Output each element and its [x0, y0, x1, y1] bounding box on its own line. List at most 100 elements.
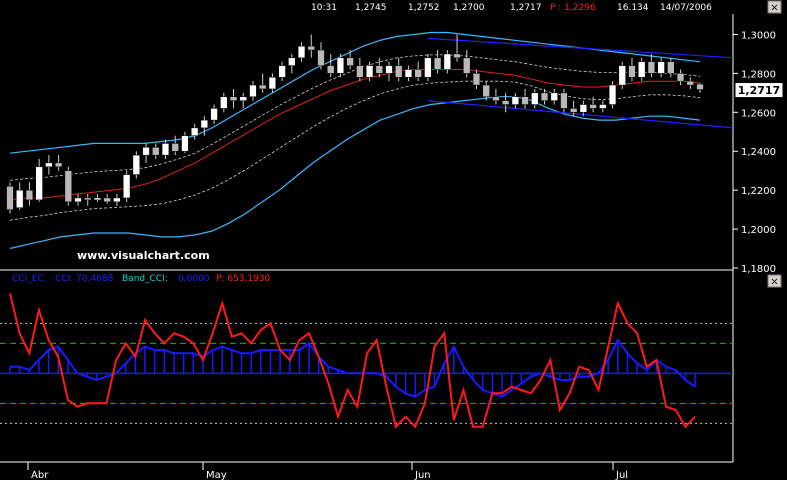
candle-up [132, 154, 140, 175]
candle-down [356, 65, 364, 78]
candle-up [336, 57, 345, 74]
cci-outline [10, 338, 696, 398]
header-close: 1,2717 [510, 3, 542, 13]
legend-band-cci: Band_CCI: [122, 274, 168, 284]
candle-down [103, 197, 111, 203]
price-y-axis: 1,3000 1,2800 1,2600 1,2400 1,2200 1,2000 1,18… [733, 30, 776, 275]
candle-down [152, 147, 160, 156]
candle-up [297, 45, 306, 59]
candle-up [249, 84, 257, 97]
band-cci-path [9, 293, 696, 429]
indicator-pane-close-button[interactable]: × [767, 274, 782, 288]
watermark: www.visualchart.com [77, 249, 210, 262]
candle-down [317, 49, 325, 66]
candle-up [113, 197, 121, 203]
candle-up [74, 197, 82, 203]
header-date: 14/07/2006 [660, 3, 712, 13]
candle-up [181, 135, 189, 152]
candle-down [64, 170, 72, 203]
price-tick-label: 1,2800 [741, 69, 776, 80]
candle-up [638, 61, 646, 78]
candle-down [492, 96, 500, 101]
time-tick-label: May [206, 470, 227, 480]
trend-channel-upper [427, 37, 734, 59]
candle-up [210, 108, 218, 121]
candle-down [667, 61, 675, 74]
time-tick-label: Abr [31, 470, 49, 480]
legend-band-value: 0,0000 [178, 274, 210, 284]
price-indicators [9, 31, 734, 250]
candle-down [482, 84, 490, 97]
candle-up [404, 69, 413, 78]
candle-down [54, 162, 63, 168]
cci-reference-lines [0, 322, 733, 424]
time-axis: Abr May Jun Jul [27, 462, 628, 480]
header-volume: 16.134 [617, 3, 649, 13]
price-tick-label: 1,2200 [741, 186, 776, 197]
candle-up [385, 65, 393, 74]
time-tick-label: Jul [615, 470, 628, 480]
candle-up [45, 162, 53, 168]
header-bar: 10:31 1,2745 1,2752 1,2700 1,2717 P : 1,… [311, 3, 712, 13]
candle-down [84, 197, 92, 201]
candle-down [676, 73, 685, 82]
candle-up [122, 174, 131, 199]
candle-up [657, 61, 665, 74]
candle-up [278, 65, 286, 78]
candle-up [531, 92, 539, 105]
candle-up [190, 127, 199, 136]
candle-down [6, 186, 14, 210]
candle-up [239, 96, 247, 101]
candle-down [414, 69, 422, 78]
candle-down [628, 65, 636, 78]
candle-down [463, 57, 471, 74]
envelope-lower [9, 80, 701, 221]
time-tick-label: Jun [414, 470, 431, 480]
close-icon: × [770, 277, 778, 288]
candle-down [501, 100, 510, 105]
candle-up [424, 57, 432, 78]
candle-up [16, 189, 24, 208]
candlestick-series [6, 34, 704, 214]
candle-down [25, 189, 34, 201]
candle-down [589, 104, 597, 109]
main-pane-close-button[interactable]: × [767, 0, 782, 14]
trend-channel-lower [427, 100, 734, 129]
candle-down [346, 57, 354, 66]
candle-down [375, 65, 383, 74]
price-tick-label: 1,1800 [741, 264, 776, 275]
candle-down [570, 108, 578, 113]
candle-up [618, 65, 626, 86]
candle-up [443, 53, 451, 70]
cci-histogram [9, 338, 696, 398]
header-low: 1,2700 [453, 3, 485, 13]
indicator-legend: CCI_EC CCI: 70,4088 Band_CCI: 0,0000 P: … [12, 274, 271, 284]
candle-down [433, 57, 442, 70]
candle-up [161, 143, 170, 156]
candle-up [220, 96, 228, 109]
bollinger-lower [9, 96, 701, 250]
price-pane: 1,3000 1,2800 1,2600 1,2400 1,2200 1,2000 1,18… [0, 14, 776, 462]
candle-up [608, 84, 617, 105]
candle-up [579, 104, 588, 113]
legend-p: P: 653,1930 [216, 274, 271, 284]
price-tick-label: 1,3000 [741, 30, 776, 41]
candle-down [327, 65, 335, 74]
header-time: 10:31 [311, 3, 337, 13]
last-price-flag: 1,2717 [734, 82, 784, 99]
envelope-upper [9, 54, 701, 181]
candle-up [35, 166, 43, 201]
candle-down [453, 53, 461, 59]
candle-up [550, 92, 558, 101]
candle-down [521, 96, 529, 105]
price-tick-label: 1,2400 [741, 147, 776, 158]
candle-up [288, 57, 296, 66]
candle-down [229, 96, 238, 101]
cci-pane [0, 293, 733, 463]
candle-down [540, 92, 549, 101]
price-tick-label: 1,2600 [741, 108, 776, 119]
header-high: 1,2752 [408, 3, 440, 13]
legend-cci-ec: CCI_EC [12, 274, 44, 284]
